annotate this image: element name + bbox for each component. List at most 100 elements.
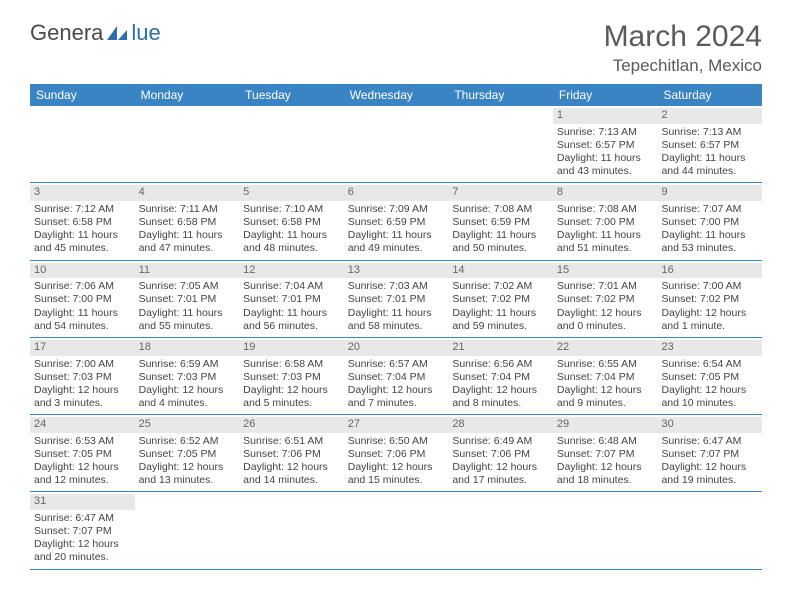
sunset-text: Sunset: 7:01 PM: [243, 293, 340, 306]
daylight-text: Daylight: 11 hours and 50 minutes.: [452, 229, 549, 255]
day-cell: 22Sunrise: 6:55 AMSunset: 7:04 PMDayligh…: [553, 338, 658, 414]
day-cell: [657, 492, 762, 568]
sunset-text: Sunset: 7:00 PM: [661, 216, 758, 229]
logo: Genera lue: [30, 20, 161, 46]
day-number: 22: [553, 340, 658, 356]
sunset-text: Sunset: 7:03 PM: [34, 371, 131, 384]
day-cell: 11Sunrise: 7:05 AMSunset: 7:01 PMDayligh…: [135, 261, 240, 337]
day-number: 29: [553, 417, 658, 433]
day-number: 23: [657, 340, 762, 356]
daylight-text: Daylight: 12 hours and 3 minutes.: [34, 384, 131, 410]
day-number: 16: [657, 263, 762, 279]
day-cell: 10Sunrise: 7:06 AMSunset: 7:00 PMDayligh…: [30, 261, 135, 337]
weekday-label: Monday: [135, 84, 240, 106]
sunrise-text: Sunrise: 6:59 AM: [139, 358, 236, 371]
sunrise-text: Sunrise: 6:51 AM: [243, 435, 340, 448]
sunset-text: Sunset: 7:01 PM: [348, 293, 445, 306]
day-number: 4: [135, 185, 240, 201]
day-cell: 23 Sunrise: 6:54 AMSunset: 7:05 PMDayligh…: [657, 338, 762, 414]
day-cell: 5Sunrise: 7:10 AMSunset: 6:58 PMDaylight…: [239, 183, 344, 259]
day-number: 24: [30, 417, 135, 433]
daylight-text: Daylight: 12 hours and 0 minutes.: [557, 307, 654, 333]
daylight-text: Daylight: 12 hours and 10 minutes.: [661, 384, 758, 410]
daylight-text: Daylight: 11 hours and 59 minutes.: [452, 307, 549, 333]
sunrise-text: Sunrise: 6:47 AM: [661, 435, 758, 448]
day-cell: 17Sunrise: 7:00 AMSunset: 7:03 PMDayligh…: [30, 338, 135, 414]
sunrise-text: Sunrise: 7:13 AM: [661, 126, 758, 139]
day-cell: 26Sunrise: 6:51 AMSunset: 7:06 PMDayligh…: [239, 415, 344, 491]
sunset-text: Sunset: 7:07 PM: [661, 448, 758, 461]
weekday-label: Saturday: [657, 84, 762, 106]
day-number: 1: [553, 108, 658, 124]
day-number: 2: [657, 108, 762, 124]
week-row: 24Sunrise: 6:53 AMSunset: 7:05 PMDayligh…: [30, 415, 762, 492]
sunset-text: Sunset: 7:02 PM: [557, 293, 654, 306]
sunset-text: Sunset: 7:00 PM: [557, 216, 654, 229]
day-cell: 29Sunrise: 6:48 AMSunset: 7:07 PMDayligh…: [553, 415, 658, 491]
sunrise-text: Sunrise: 7:00 AM: [34, 358, 131, 371]
day-number: 3: [30, 185, 135, 201]
sunrise-text: Sunrise: 7:00 AM: [661, 280, 758, 293]
daylight-text: Daylight: 12 hours and 17 minutes.: [452, 461, 549, 487]
daylight-text: Daylight: 11 hours and 53 minutes.: [661, 229, 758, 255]
sunset-text: Sunset: 7:07 PM: [557, 448, 654, 461]
logo-text-left: Genera: [30, 20, 103, 46]
calendar: SundayMondayTuesdayWednesdayThursdayFrid…: [30, 84, 762, 570]
daylight-text: Daylight: 12 hours and 9 minutes.: [557, 384, 654, 410]
sunrise-text: Sunrise: 6:52 AM: [139, 435, 236, 448]
day-number: 10: [30, 263, 135, 279]
daylight-text: Daylight: 11 hours and 47 minutes.: [139, 229, 236, 255]
daylight-text: Daylight: 12 hours and 7 minutes.: [348, 384, 445, 410]
day-number: 21: [448, 340, 553, 356]
day-cell: [135, 106, 240, 182]
day-cell: [553, 492, 658, 568]
sunset-text: Sunset: 6:58 PM: [139, 216, 236, 229]
sunset-text: Sunset: 7:04 PM: [452, 371, 549, 384]
sunset-text: Sunset: 7:05 PM: [661, 371, 758, 384]
day-cell: 8Sunrise: 7:08 AMSunset: 7:00 PMDaylight…: [553, 183, 658, 259]
day-cell: 9Sunrise: 7:07 AMSunset: 7:00 PMDaylight…: [657, 183, 762, 259]
week-row: 1Sunrise: 7:13 AMSunset: 6:57 PMDaylight…: [30, 106, 762, 183]
sunrise-text: Sunrise: 7:08 AM: [557, 203, 654, 216]
sunset-text: Sunset: 7:06 PM: [348, 448, 445, 461]
day-cell: 4Sunrise: 7:11 AMSunset: 6:58 PMDaylight…: [135, 183, 240, 259]
sunrise-text: Sunrise: 7:03 AM: [348, 280, 445, 293]
day-cell: [239, 106, 344, 182]
daylight-text: Daylight: 11 hours and 51 minutes.: [557, 229, 654, 255]
daylight-text: Daylight: 12 hours and 5 minutes.: [243, 384, 340, 410]
sunset-text: Sunset: 7:07 PM: [34, 525, 131, 538]
day-cell: 6Sunrise: 7:09 AMSunset: 6:59 PMDaylight…: [344, 183, 449, 259]
sunrise-text: Sunrise: 7:02 AM: [452, 280, 549, 293]
sunrise-text: Sunrise: 6:54 AM: [661, 358, 758, 371]
sunset-text: Sunset: 7:06 PM: [243, 448, 340, 461]
sunset-text: Sunset: 7:03 PM: [139, 371, 236, 384]
day-number: 20: [344, 340, 449, 356]
week-row: 3Sunrise: 7:12 AMSunset: 6:58 PMDaylight…: [30, 183, 762, 260]
daylight-text: Daylight: 12 hours and 18 minutes.: [557, 461, 654, 487]
daylight-text: Daylight: 12 hours and 20 minutes.: [34, 538, 131, 564]
day-number: 11: [135, 263, 240, 279]
day-number: 18: [135, 340, 240, 356]
week-row: 31Sunrise: 6:47 AMSunset: 7:07 PMDayligh…: [30, 492, 762, 569]
day-number: 14: [448, 263, 553, 279]
sunrise-text: Sunrise: 7:13 AM: [557, 126, 654, 139]
daylight-text: Daylight: 12 hours and 8 minutes.: [452, 384, 549, 410]
daylight-text: Daylight: 12 hours and 12 minutes.: [34, 461, 131, 487]
day-number: 19: [239, 340, 344, 356]
daylight-text: Daylight: 12 hours and 4 minutes.: [139, 384, 236, 410]
day-number: 6: [344, 185, 449, 201]
sail-icon: [105, 24, 129, 42]
sunset-text: Sunset: 6:58 PM: [34, 216, 131, 229]
weekday-label: Friday: [553, 84, 658, 106]
day-cell: 21Sunrise: 6:56 AMSunset: 7:04 PMDayligh…: [448, 338, 553, 414]
day-cell: [239, 492, 344, 568]
day-cell: 31Sunrise: 6:47 AMSunset: 7:07 PMDayligh…: [30, 492, 135, 568]
day-cell: [344, 492, 449, 568]
sunrise-text: Sunrise: 7:09 AM: [348, 203, 445, 216]
day-number: 27: [344, 417, 449, 433]
day-cell: [30, 106, 135, 182]
sunset-text: Sunset: 6:57 PM: [661, 139, 758, 152]
daylight-text: Daylight: 11 hours and 48 minutes.: [243, 229, 340, 255]
sunrise-text: Sunrise: 6:47 AM: [34, 512, 131, 525]
sunset-text: Sunset: 7:00 PM: [34, 293, 131, 306]
